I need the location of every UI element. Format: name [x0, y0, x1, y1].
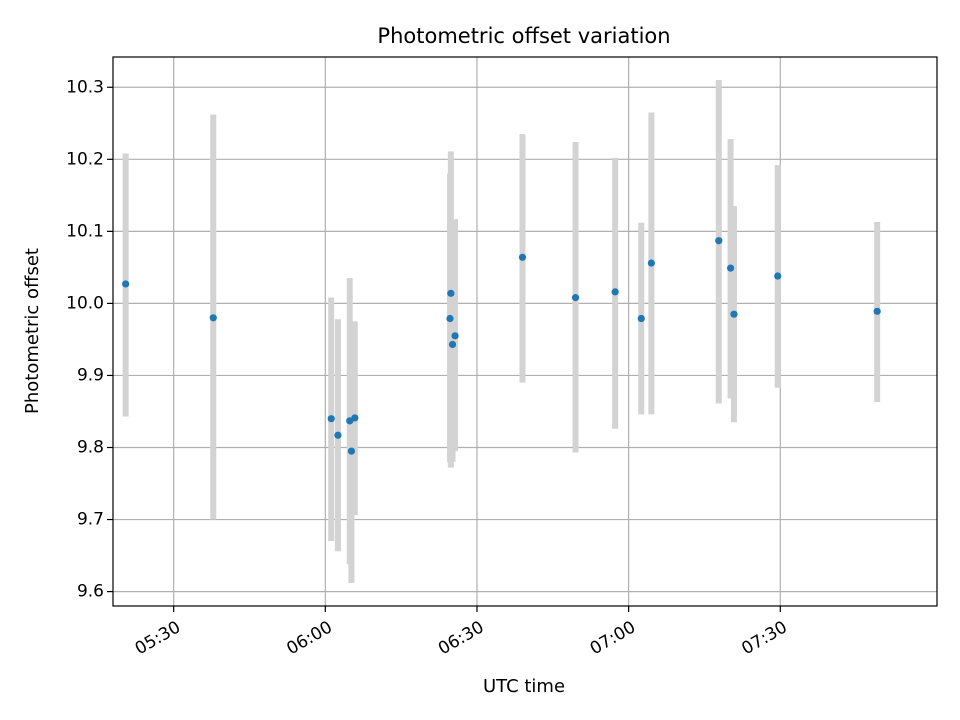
data-point — [726, 264, 735, 272]
data-point — [351, 414, 359, 422]
data-point — [715, 237, 723, 245]
data-point — [730, 310, 738, 318]
x-tick-label: 07:00 — [587, 617, 639, 659]
data-point — [518, 253, 527, 261]
data-point — [451, 332, 459, 340]
data-point-layer — [122, 237, 881, 455]
data-point — [447, 289, 455, 297]
data-point — [122, 280, 130, 288]
data-point — [334, 431, 342, 439]
data-point — [446, 314, 454, 323]
chart-title: Photometric offset variation — [377, 24, 670, 48]
data-point — [347, 447, 356, 455]
y-tick-label: 10.1 — [66, 221, 104, 241]
y-tick-label: 10.0 — [66, 293, 104, 313]
y-axis-label: Photometric offset — [22, 248, 43, 414]
x-axis-label: UTC time — [483, 676, 565, 697]
data-point — [327, 415, 335, 423]
y-tick-label: 10.2 — [66, 149, 104, 169]
axes-frame — [112, 56, 938, 607]
y-tick-label: 9.6 — [77, 582, 104, 602]
x-tick-label: 05:30 — [132, 617, 184, 659]
data-point — [448, 340, 457, 349]
data-point — [571, 294, 580, 302]
data-point — [637, 314, 645, 323]
x-tick-label: 07:30 — [738, 617, 790, 659]
x-tick-label: 06:30 — [435, 617, 487, 659]
data-point — [647, 259, 655, 267]
y-tick-label: 10.3 — [66, 77, 104, 97]
data-point — [774, 272, 782, 280]
y-tick-label: 9.7 — [77, 510, 104, 530]
y-axis-ticks: 9.6 9.7 9.8 9.9 10.0 10.1 10.2 10.3 — [66, 77, 113, 602]
data-point — [873, 307, 881, 315]
y-tick-label: 9.8 — [77, 437, 104, 457]
x-axis-ticks: 05:30 06:00 06:30 07:00 07:30 — [132, 606, 791, 659]
x-tick-label: 06:00 — [283, 617, 335, 659]
y-tick-label: 9.9 — [77, 365, 104, 385]
errorbar-layer — [122, 80, 881, 583]
data-point — [611, 288, 619, 296]
data-point — [209, 314, 217, 322]
